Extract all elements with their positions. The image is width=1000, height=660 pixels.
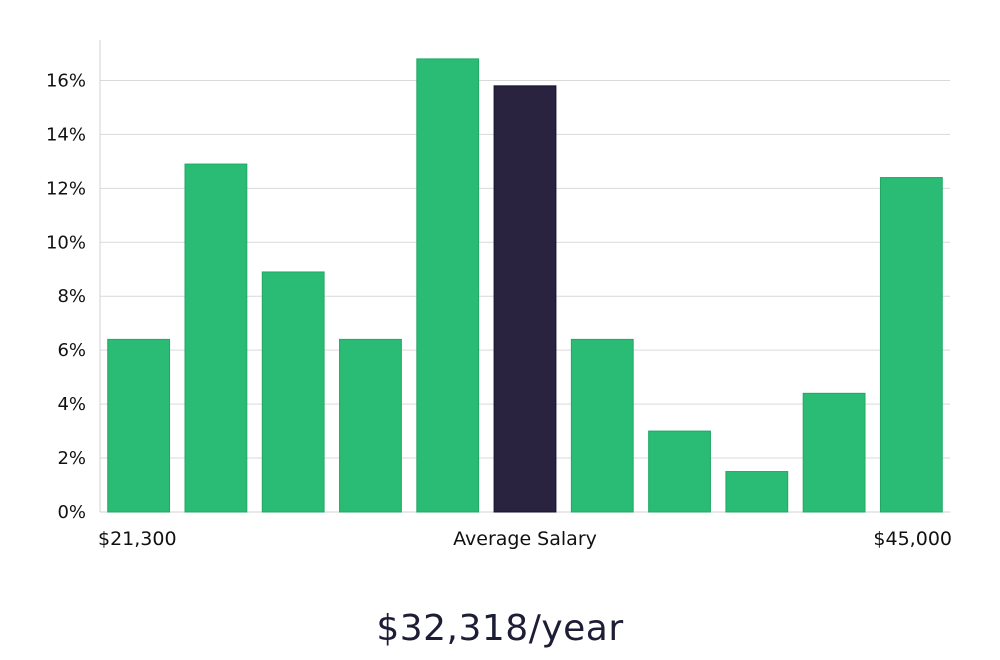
bar — [725, 471, 789, 513]
bar — [802, 392, 866, 513]
y-tick-label: 4% — [57, 394, 86, 415]
salary-histogram: 0% 2% 4% 6% 8% 10% 12% 14% 16% — [46, 40, 950, 523]
x-min-label: $21,300 — [98, 528, 177, 550]
y-tick-label: 8% — [57, 286, 86, 307]
y-tick-label: 12% — [46, 178, 86, 199]
bar — [261, 271, 325, 513]
bar — [339, 338, 402, 513]
average-salary-value: $32,318/year — [376, 608, 624, 649]
bar — [184, 163, 248, 513]
bar-average-highlight — [493, 85, 557, 513]
y-tick-label: 6% — [57, 340, 86, 361]
y-tick-label: 0% — [57, 502, 86, 523]
y-tick-label: 2% — [57, 448, 86, 469]
bar — [107, 338, 171, 513]
bar — [570, 338, 634, 513]
y-tick-label: 10% — [46, 232, 86, 253]
bar — [648, 430, 711, 513]
bar — [879, 177, 943, 513]
bar — [416, 58, 480, 513]
x-axis-label: Average Salary — [453, 528, 597, 550]
x-max-label: $45,000 — [873, 528, 952, 550]
y-tick-label: 14% — [46, 124, 86, 145]
y-tick-label: 16% — [46, 70, 86, 91]
